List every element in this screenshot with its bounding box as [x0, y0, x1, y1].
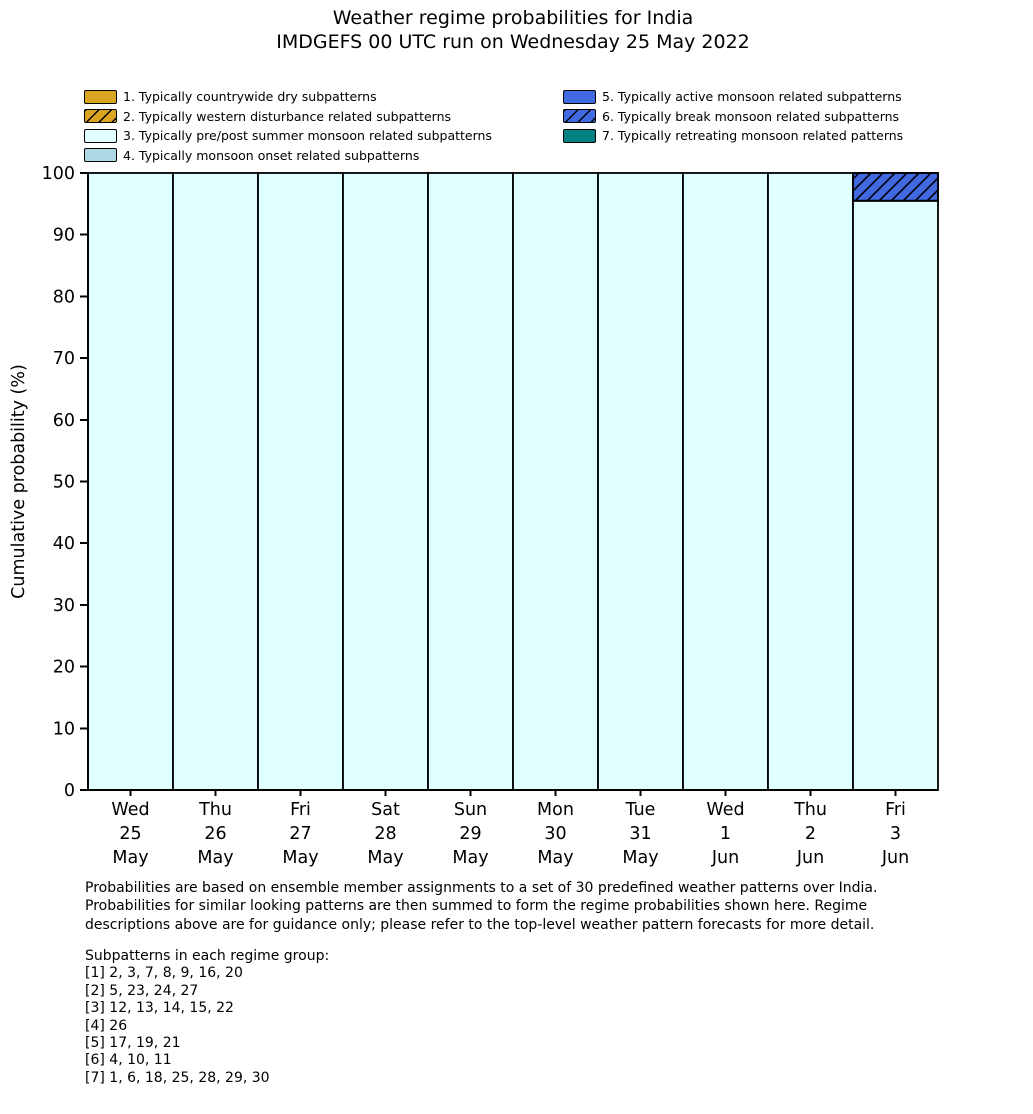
bar-segment [257, 172, 344, 791]
legend-item: 7. Typically retreating monsoon related … [563, 126, 903, 146]
bar-segment [767, 172, 854, 791]
y-tick-label: 20 [53, 658, 75, 678]
legend-swatch-icon [84, 148, 117, 163]
legend-label: 4. Typically monsoon onset related subpa… [123, 147, 420, 163]
subpatterns-line: [6] 4, 10, 11 [85, 1052, 172, 1069]
legend-label: 6. Typically break monsoon related subpa… [602, 108, 900, 124]
legend-column-left: 1. Typically countrywide dry subpatterns… [84, 87, 492, 165]
y-tick-label: 70 [53, 349, 75, 369]
legend-column-right: 5. Typically active monsoon related subp… [563, 87, 903, 146]
legend-item: 3. Typically pre/post summer monsoon rel… [84, 126, 492, 146]
legend-swatch-icon [84, 109, 117, 124]
legend-item: 6. Typically break monsoon related subpa… [563, 107, 903, 127]
subpatterns-line: [2] 5, 23, 24, 27 [85, 982, 199, 999]
footnote-line: descriptions above are for guidance only… [85, 916, 875, 933]
bar-segment [512, 172, 599, 791]
bar-segment [172, 172, 259, 791]
subpatterns-line: [3] 12, 13, 14, 15, 22 [85, 1000, 234, 1017]
bar-segment [342, 172, 429, 791]
legend-swatch-icon [563, 109, 596, 124]
x-tick-label: Sat 28 May [367, 800, 403, 868]
footnote-line: Probabilities are based on ensemble memb… [85, 880, 878, 896]
chart-title: Weather regime probabilities for India [332, 7, 694, 29]
y-tick-label: 30 [53, 596, 75, 616]
legend-swatch-icon [84, 128, 117, 143]
x-tick-label: Fri 27 May [282, 800, 318, 868]
footnote: Probabilities are based on ensemble memb… [85, 879, 877, 934]
legend-swatch-icon [84, 89, 117, 104]
x-tick-label: Tue 31 May [622, 800, 658, 868]
footnote-line: Probabilities for similar looking patter… [85, 898, 868, 915]
x-tick-label: Sun 29 May [452, 800, 488, 868]
x-tick-label: Wed 1 Jun [706, 800, 744, 868]
legend-item: 2. Typically western disturbance related… [84, 107, 492, 127]
subpatterns-line: [1] 2, 3, 7, 8, 9, 16, 20 [85, 965, 243, 982]
legend-label: 5. Typically active monsoon related subp… [602, 89, 902, 105]
y-tick-label: 0 [64, 781, 75, 801]
y-tick-label: 100 [42, 164, 75, 184]
subpatterns-list: Subpatterns in each regime group: [1] 2,… [85, 948, 329, 1087]
legend-item: 4. Typically monsoon onset related subpa… [84, 146, 492, 166]
legend-swatch-icon [563, 128, 596, 143]
subpatterns-line: [5] 17, 19, 21 [85, 1035, 181, 1052]
y-tick-label: 90 [53, 226, 75, 246]
legend-label: 1. Typically countrywide dry subpatterns [123, 89, 377, 105]
y-tick-label: 40 [53, 534, 75, 554]
chart-title-block: Weather regime probabilities for India I… [0, 6, 1026, 54]
bar-segment [852, 199, 939, 791]
legend-item: 5. Typically active monsoon related subp… [563, 87, 903, 107]
x-tick-label: Mon 30 May [537, 800, 574, 868]
legend-swatch-icon [563, 89, 596, 104]
y-tick-label: 80 [53, 287, 75, 307]
x-tick-label: Fri 3 Jun [881, 800, 909, 868]
subpatterns-line: [4] 26 [85, 1017, 128, 1034]
y-tick-label: 10 [53, 719, 75, 739]
bar-segment [597, 172, 684, 791]
subpatterns-heading: Subpatterns in each regime group: [85, 948, 330, 964]
legend-label: 2. Typically western disturbance related… [123, 108, 452, 124]
bar-segment [427, 172, 514, 791]
y-tick-label: 50 [53, 473, 75, 493]
x-tick-label: Thu 2 Jun [793, 800, 827, 868]
x-tick-label: Wed 25 May [111, 800, 149, 868]
y-axis-label: Cumulative probability (%) [9, 364, 29, 599]
legend-label: 3. Typically pre/post summer monsoon rel… [123, 128, 492, 144]
x-tick-label: Thu 26 May [197, 800, 233, 868]
legend-label: 7. Typically retreating monsoon related … [602, 128, 904, 144]
bar-segment [682, 172, 769, 791]
chart-subtitle: IMDGEFS 00 UTC run on Wednesday 25 May 2… [276, 31, 750, 53]
bar-segment-hatch [852, 172, 939, 202]
bar-segment [87, 172, 174, 791]
legend-item: 1. Typically countrywide dry subpatterns [84, 87, 492, 107]
y-tick-label: 60 [53, 411, 75, 431]
subpatterns-line: [7] 1, 6, 18, 25, 28, 29, 30 [85, 1069, 270, 1086]
